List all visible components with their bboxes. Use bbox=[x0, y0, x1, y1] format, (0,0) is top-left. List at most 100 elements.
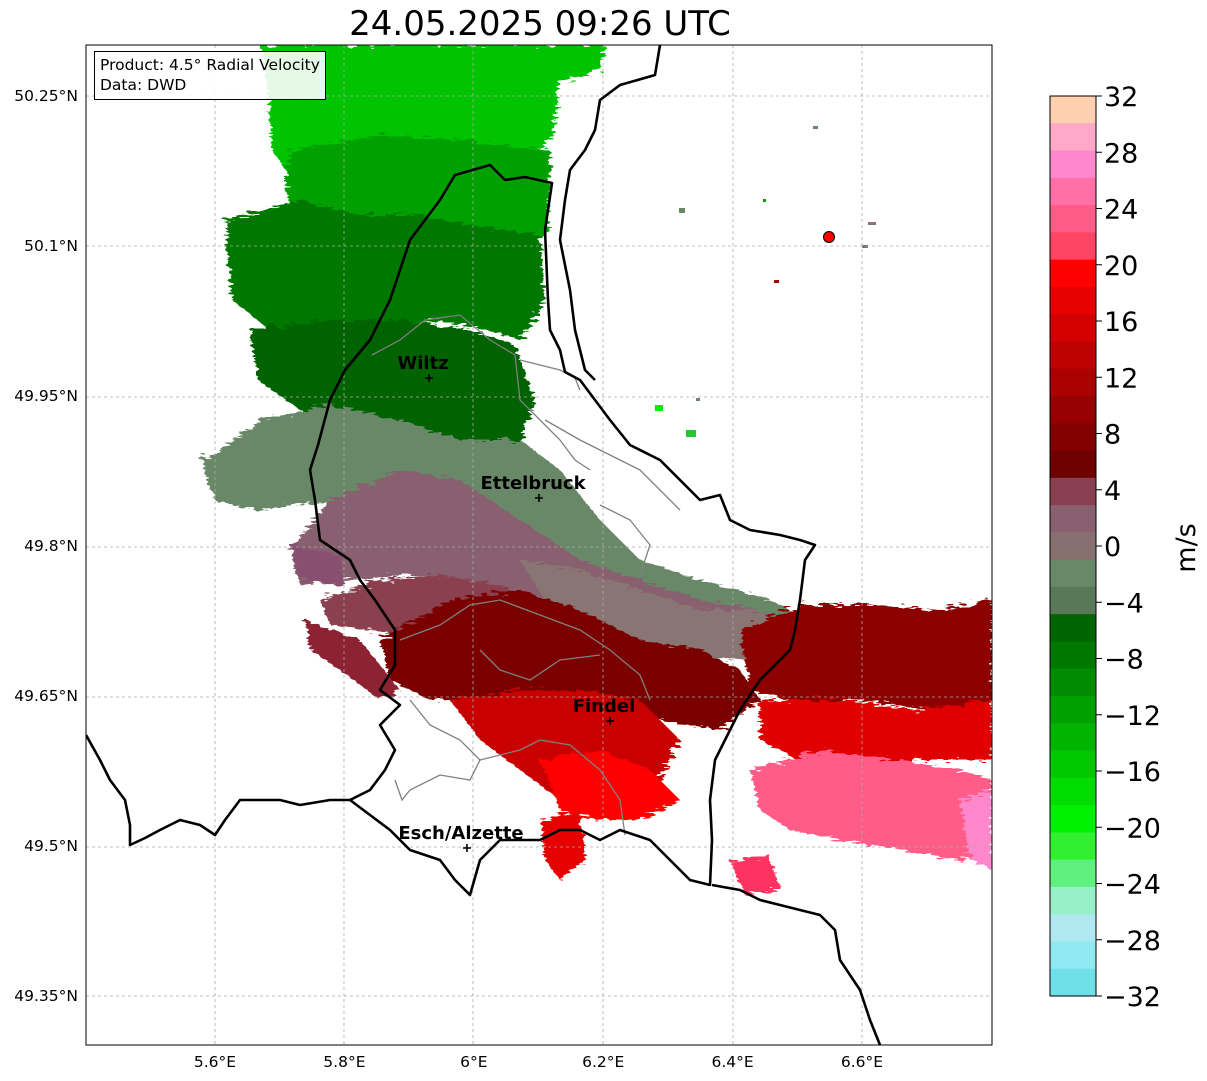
lat-tick-label: 49.8°N bbox=[24, 537, 78, 555]
echo-dark-red-east bbox=[740, 600, 992, 710]
echo-west-fringe-mauve bbox=[290, 545, 345, 585]
colorbar-segment bbox=[1050, 696, 1096, 724]
city-wiltz: Wiltz bbox=[397, 353, 449, 382]
echo-pink-southeast bbox=[750, 750, 992, 860]
colorbar-segment bbox=[1050, 341, 1096, 370]
colorbar-tick-label: 0 bbox=[1104, 532, 1121, 563]
city-label: Esch/Alzette bbox=[398, 823, 523, 844]
colorbar-segment bbox=[1050, 286, 1096, 315]
colorbar-tick-label: −8 bbox=[1104, 645, 1144, 676]
lon-tick-label: 6.6°E bbox=[841, 1053, 883, 1071]
colorbar-tick-label: 28 bbox=[1104, 138, 1138, 169]
colorbar-segment bbox=[1050, 505, 1096, 533]
longitude-tick-labels: 5.6°E 5.8°E 6°E 6.2°E 6.4°E 6.6°E bbox=[194, 1053, 883, 1071]
echo-west-fringe-green bbox=[200, 455, 255, 505]
colorbar-tick-labels: 32 28 24 20 16 12 8 4 0 −4 −8 −12 −16 −20 −24 −28 −32 bbox=[1096, 82, 1161, 1013]
colorbar-tick-label: −28 bbox=[1104, 926, 1161, 957]
colorbar-segment bbox=[1050, 886, 1096, 915]
colorbar-segment bbox=[1050, 314, 1096, 343]
colorbar-segment bbox=[1050, 914, 1096, 943]
city-label: Findel bbox=[573, 696, 636, 717]
colorbar-tick-label: 12 bbox=[1104, 363, 1138, 394]
colorbar-segment bbox=[1050, 641, 1096, 670]
lon-tick-label: 5.6°E bbox=[194, 1053, 236, 1071]
colorbar-tick-label: −16 bbox=[1104, 757, 1161, 788]
colorbar-segment bbox=[1050, 777, 1096, 806]
echo-west-fringe-red bbox=[305, 620, 400, 700]
radar-echoes bbox=[200, 45, 992, 895]
radar-site-marker bbox=[823, 231, 835, 243]
colorbar-segment bbox=[1050, 614, 1096, 643]
colorbar-segment bbox=[1050, 559, 1096, 588]
colorbar-tick-label: −12 bbox=[1104, 701, 1161, 732]
colorbar-segment bbox=[1050, 668, 1096, 697]
colorbar-segment bbox=[1050, 123, 1096, 152]
echo-grey-pink bbox=[520, 560, 790, 660]
plot-frame bbox=[85, 44, 993, 1046]
lat-tick-label: 49.65°N bbox=[14, 687, 78, 705]
colorbar-tick-label: 20 bbox=[1104, 251, 1138, 282]
canton-borders bbox=[371, 314, 681, 836]
city-label: Wiltz bbox=[397, 353, 448, 374]
lon-tick-label: 6.4°E bbox=[711, 1053, 753, 1071]
colorbar-segment bbox=[1050, 859, 1096, 888]
colorbar bbox=[1049, 95, 1097, 997]
colorbar-segment bbox=[1050, 423, 1096, 452]
colorbar-segment bbox=[1050, 750, 1096, 779]
echo-green-darkest bbox=[250, 320, 535, 460]
city-markers: Wiltz Ettelbruck Findel Esch/Alzette bbox=[397, 353, 635, 852]
colorbar-segment bbox=[1050, 532, 1096, 561]
colorbar-tick-label: 8 bbox=[1104, 420, 1121, 451]
lat-tick-label: 50.1°N bbox=[24, 237, 78, 255]
product-label: Product: 4.5° Radial Velocity bbox=[100, 56, 320, 74]
lat-tick-label: 50.25°N bbox=[14, 87, 78, 105]
colorbar-segment bbox=[1050, 586, 1096, 615]
echo-pink-light bbox=[960, 790, 992, 870]
colorbar-segment bbox=[1050, 150, 1096, 179]
national-borders bbox=[86, 45, 882, 1045]
lat-tick-label: 49.5°N bbox=[24, 837, 78, 855]
gridlines bbox=[86, 45, 992, 1045]
colorbar-segment bbox=[1050, 723, 1096, 752]
colorbar-tick-label: 16 bbox=[1104, 307, 1138, 338]
city-marker-icon bbox=[425, 374, 433, 382]
colorbar-tick-label: −32 bbox=[1104, 982, 1161, 1013]
colorbar-tick-label: 32 bbox=[1104, 82, 1138, 113]
echo-dark-red-core bbox=[380, 590, 760, 730]
city-findel: Findel bbox=[573, 696, 636, 725]
colorbar-segment bbox=[1050, 232, 1096, 261]
city-marker-icon bbox=[463, 844, 471, 852]
echo-red-southeast-fringe bbox=[730, 855, 780, 895]
city-label: Ettelbruck bbox=[480, 473, 586, 494]
colorbar-tick-label: −4 bbox=[1104, 588, 1144, 619]
isolated-echoes bbox=[655, 126, 876, 437]
colorbar-segment bbox=[1050, 805, 1096, 833]
lon-tick-label: 5.8°E bbox=[323, 1053, 365, 1071]
colorbar-tick-label: 4 bbox=[1104, 476, 1121, 507]
colorbar-segment bbox=[1050, 968, 1096, 997]
colorbar-tick-label: 24 bbox=[1104, 195, 1138, 226]
lon-tick-label: 6°E bbox=[460, 1053, 487, 1071]
city-marker-icon bbox=[535, 494, 543, 502]
colorbar-segment bbox=[1050, 941, 1096, 970]
lat-tick-label: 49.95°N bbox=[14, 387, 78, 405]
colorbar-segment bbox=[1050, 259, 1096, 288]
city-marker-icon bbox=[606, 717, 614, 725]
map-title: 24.05.2025 09:26 UTC bbox=[349, 4, 731, 44]
colorbar-segment bbox=[1050, 177, 1096, 206]
colorbar-tick-label: −24 bbox=[1104, 870, 1161, 901]
colorbar-segment bbox=[1050, 205, 1096, 233]
product-info-box: Product: 4.5° Radial Velocity Data: DWD bbox=[94, 51, 326, 100]
colorbar-segment bbox=[1050, 477, 1096, 506]
data-source-label: Data: DWD bbox=[100, 76, 187, 94]
city-esch-alzette: Esch/Alzette bbox=[398, 823, 524, 852]
colorbar-segment bbox=[1050, 832, 1096, 861]
echo-green-dark-west bbox=[225, 200, 545, 340]
colorbar-segment bbox=[1050, 368, 1096, 397]
city-ettelbruck: Ettelbruck bbox=[480, 473, 587, 502]
latitude-tick-labels: 50.25°N 50.1°N 49.95°N 49.8°N 49.65°N 49.5°N 4… bbox=[14, 87, 78, 1005]
lon-tick-label: 6.2°E bbox=[582, 1053, 624, 1071]
echo-red-south bbox=[540, 810, 585, 880]
colorbar-segment bbox=[1050, 450, 1096, 479]
